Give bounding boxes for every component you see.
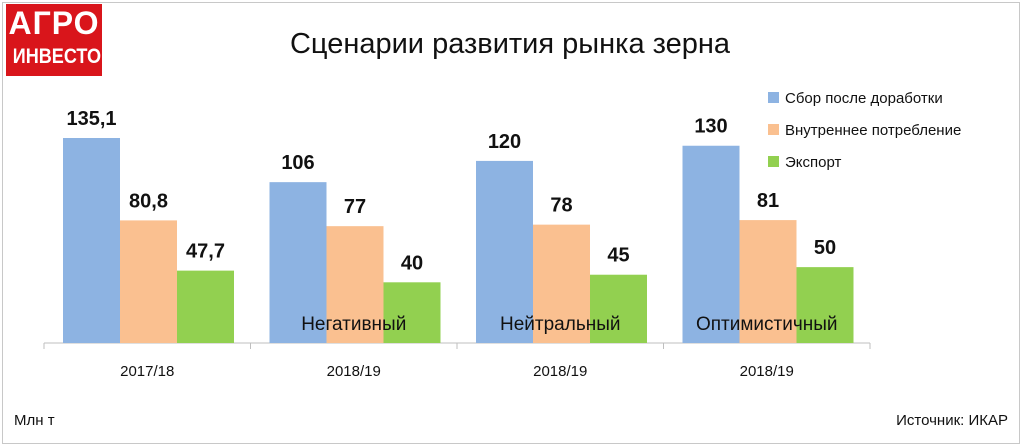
data-label: 77 bbox=[344, 196, 366, 218]
bar bbox=[383, 282, 441, 343]
scenario-label: Негативный bbox=[301, 314, 406, 335]
data-label: 50 bbox=[814, 237, 836, 259]
bar bbox=[120, 220, 177, 343]
data-label: 106 bbox=[281, 152, 314, 174]
bar bbox=[476, 160, 533, 343]
legend-swatch bbox=[768, 124, 779, 135]
bar bbox=[63, 138, 120, 343]
data-label: 40 bbox=[401, 252, 423, 274]
bar bbox=[590, 274, 647, 343]
data-label: 80,8 bbox=[129, 190, 168, 212]
x-tick-label: 2018/19 bbox=[533, 363, 587, 380]
source-label: Источник: ИКАР bbox=[896, 412, 1008, 429]
x-tick-label: 2018/19 bbox=[327, 363, 381, 380]
bar bbox=[326, 226, 384, 343]
legend-label: Экспорт bbox=[785, 154, 841, 171]
data-label: 130 bbox=[694, 116, 727, 138]
logo-text-bottom: ИНВЕСТОР bbox=[12, 45, 114, 68]
bar bbox=[269, 182, 327, 343]
legend-swatch bbox=[768, 156, 779, 167]
brand-logo: АГРО ИНВЕСТОР bbox=[6, 4, 114, 76]
unit-label: Млн т bbox=[14, 412, 55, 429]
logo-text-top: АГРО bbox=[8, 5, 100, 41]
data-label: 135,1 bbox=[66, 108, 116, 130]
x-tick-label: 2018/19 bbox=[740, 363, 794, 380]
data-label: 78 bbox=[550, 195, 572, 217]
bar bbox=[682, 145, 740, 343]
data-label: 120 bbox=[488, 131, 521, 153]
scenario-label: Нейтральный bbox=[500, 314, 621, 335]
data-label: 81 bbox=[757, 190, 779, 212]
data-label: 45 bbox=[607, 245, 629, 267]
legend-label: Сбор после доработки bbox=[785, 90, 943, 107]
bar bbox=[796, 267, 854, 343]
x-tick-label: 2017/18 bbox=[120, 363, 174, 380]
bar bbox=[739, 220, 797, 343]
scenario-label: Оптимистичный bbox=[696, 314, 838, 335]
chart-title: Сценарии развития рынка зерна bbox=[289, 28, 731, 60]
data-label: 47,7 bbox=[186, 241, 225, 263]
bar bbox=[533, 224, 590, 343]
legend-label: Внутреннее потребление bbox=[785, 122, 961, 139]
bar bbox=[177, 270, 234, 343]
legend-swatch bbox=[768, 92, 779, 103]
